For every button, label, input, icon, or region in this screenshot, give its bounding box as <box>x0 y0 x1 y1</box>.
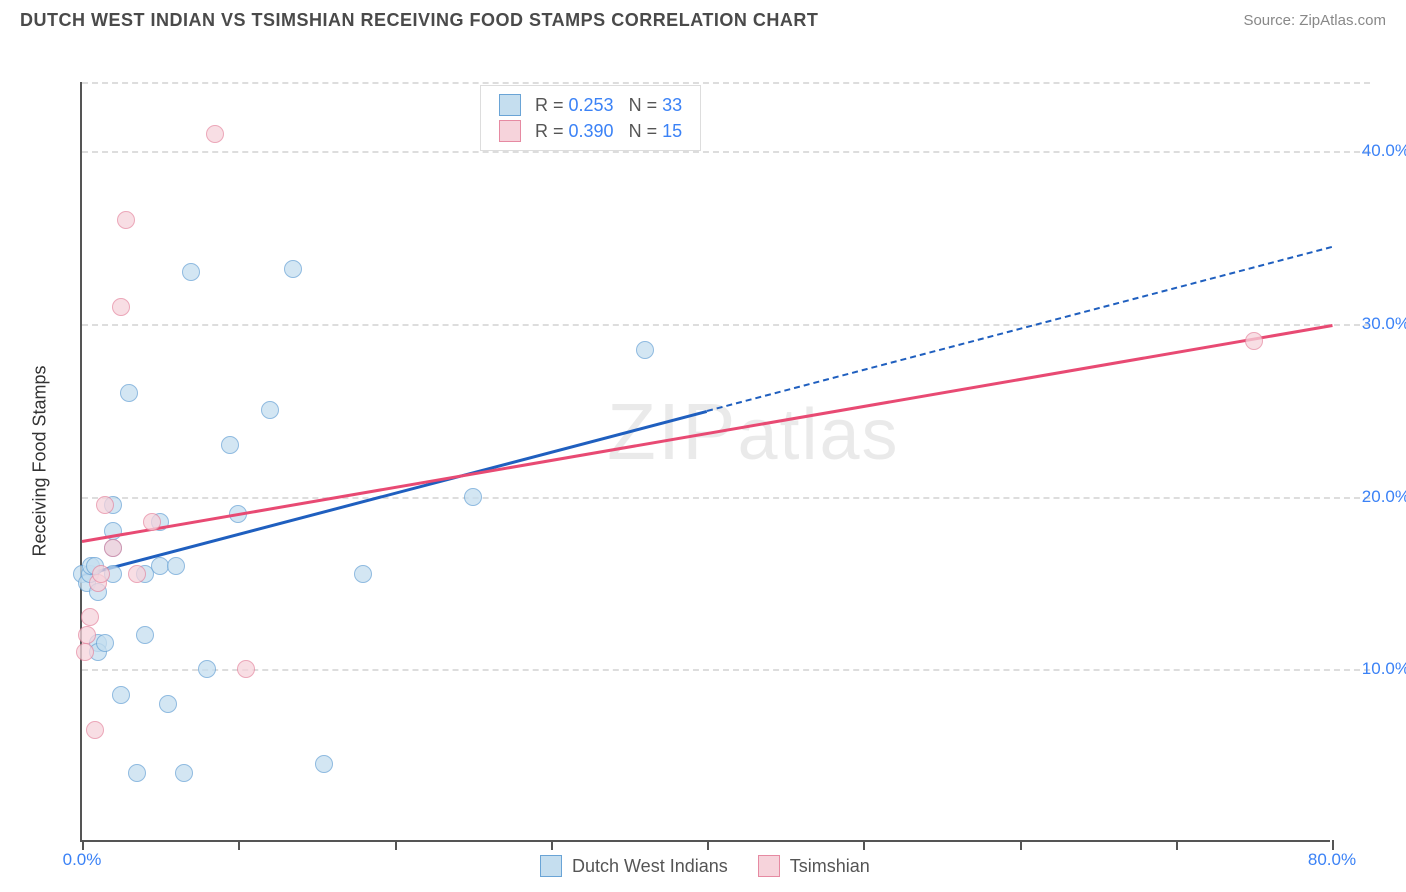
x-tick <box>1176 840 1178 850</box>
data-point <box>112 298 130 316</box>
data-point <box>206 125 224 143</box>
x-tick-label: 80.0% <box>1308 850 1356 870</box>
plot-area: 10.0%20.0%30.0%40.0%0.0%80.0%Receiving F… <box>80 82 1330 842</box>
data-point <box>128 764 146 782</box>
x-tick <box>82 840 84 850</box>
data-point <box>86 721 104 739</box>
data-point <box>315 755 333 773</box>
x-tick <box>395 840 397 850</box>
gridline-h <box>82 324 1370 326</box>
legend-label: Tsimshian <box>790 856 870 877</box>
trendline <box>82 324 1333 543</box>
stats-text: R = 0.390 N = 15 <box>535 121 682 142</box>
data-point <box>354 565 372 583</box>
data-point <box>167 557 185 575</box>
gridline-h <box>82 151 1370 153</box>
data-point <box>175 764 193 782</box>
series-swatch <box>499 94 521 116</box>
chart-header: DUTCH WEST INDIAN VS TSIMSHIAN RECEIVING… <box>0 0 1406 37</box>
y-axis-label: Receiving Food Stamps <box>30 365 51 556</box>
data-point <box>117 211 135 229</box>
data-point <box>1245 332 1263 350</box>
legend-item: Dutch West Indians <box>540 855 728 877</box>
data-point <box>143 513 161 531</box>
trendline <box>707 246 1332 412</box>
data-point <box>237 660 255 678</box>
x-tick <box>1020 840 1022 850</box>
gridline-h <box>82 82 1370 84</box>
data-point <box>96 496 114 514</box>
data-point <box>104 539 122 557</box>
y-tick-label: 40.0% <box>1340 141 1406 161</box>
correlation-stats-box: R = 0.253 N = 33 R = 0.390 N = 15 <box>480 85 701 151</box>
data-point <box>284 260 302 278</box>
chart-container: 10.0% 20.0% 30.0% 40.0% 0.0% 80.0% Receiving F… <box>20 37 1406 889</box>
y-tick-label: 10.0% <box>1340 659 1406 679</box>
data-point <box>92 565 110 583</box>
x-tick <box>1332 840 1334 850</box>
data-point <box>261 401 279 419</box>
trendline <box>82 410 708 577</box>
legend-label: Dutch West Indians <box>572 856 728 877</box>
data-point <box>120 384 138 402</box>
data-point <box>464 488 482 506</box>
gridline-h <box>82 497 1370 499</box>
data-point <box>96 634 114 652</box>
legend-swatch <box>758 855 780 877</box>
y-tick-label: 20.0% <box>1340 487 1406 507</box>
stats-text: R = 0.253 N = 33 <box>535 95 682 116</box>
gridline-h <box>82 669 1370 671</box>
x-tick <box>238 840 240 850</box>
data-point <box>136 626 154 644</box>
stats-row: R = 0.253 N = 33 <box>499 92 682 118</box>
data-point <box>81 608 99 626</box>
legend-bottom: Dutch West Indians Tsimshian <box>540 855 870 877</box>
data-point <box>636 341 654 359</box>
data-point <box>112 686 130 704</box>
data-point <box>128 565 146 583</box>
y-tick-label: 30.0% <box>1340 314 1406 334</box>
data-point <box>159 695 177 713</box>
legend-swatch <box>540 855 562 877</box>
data-point <box>78 626 96 644</box>
x-tick <box>863 840 865 850</box>
chart-title: DUTCH WEST INDIAN VS TSIMSHIAN RECEIVING… <box>20 10 818 31</box>
x-tick <box>551 840 553 850</box>
legend-item: Tsimshian <box>758 855 870 877</box>
data-point <box>182 263 200 281</box>
x-tick-label: 0.0% <box>63 850 102 870</box>
x-tick <box>707 840 709 850</box>
series-swatch <box>499 120 521 142</box>
data-point <box>76 643 94 661</box>
data-point <box>198 660 216 678</box>
data-point <box>221 436 239 454</box>
chart-source: Source: ZipAtlas.com <box>1243 12 1386 29</box>
stats-row: R = 0.390 N = 15 <box>499 118 682 144</box>
